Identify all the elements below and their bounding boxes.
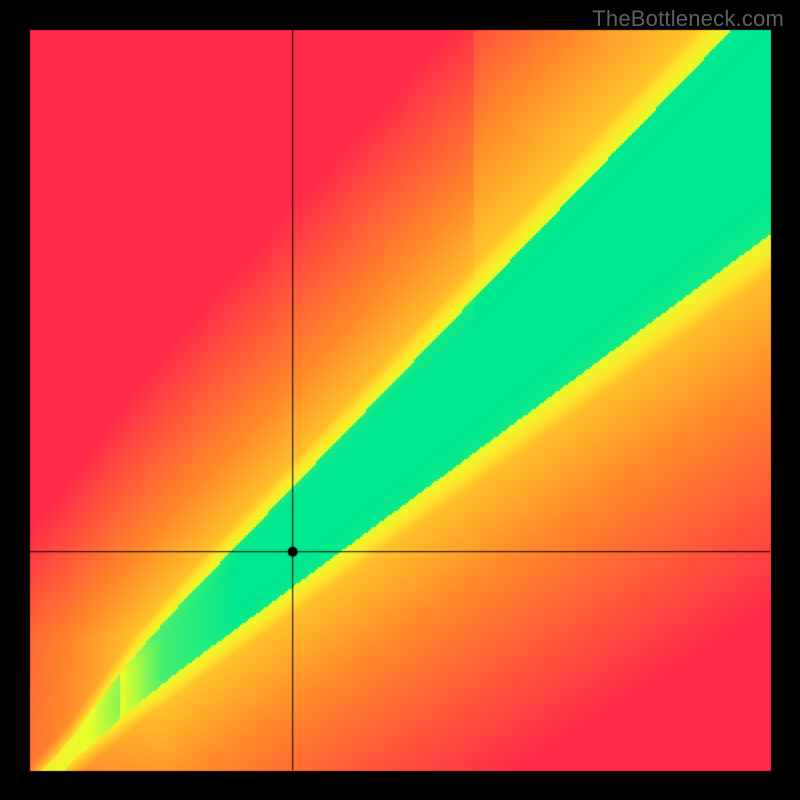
chart-container: TheBottleneck.com (0, 0, 800, 800)
bottleneck-heatmap (0, 0, 800, 800)
watermark-text: TheBottleneck.com (592, 6, 784, 32)
